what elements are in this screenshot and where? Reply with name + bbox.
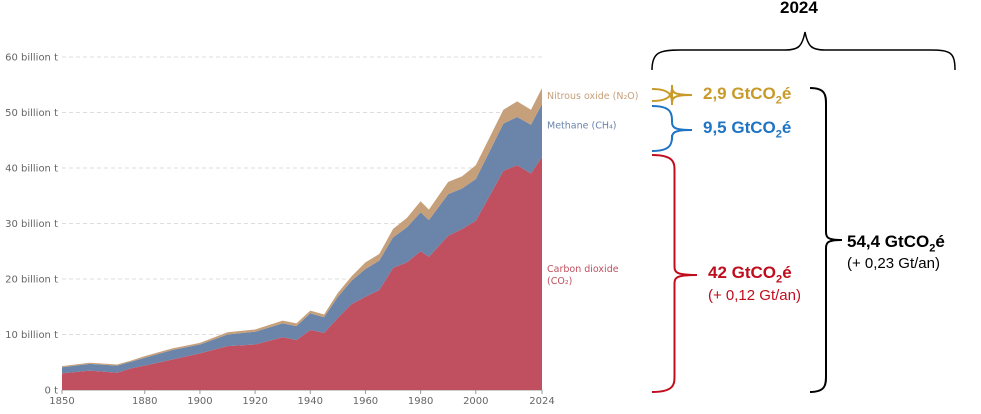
- total-value: 54,4 GtCO2é: [847, 232, 945, 255]
- y-tick-label: 60 billion t: [5, 53, 58, 64]
- ch4-value: 9,5 GtCO2é: [703, 118, 792, 141]
- y-tick-label: 30 billion t: [5, 219, 58, 230]
- y-tick-label: 0 t: [45, 386, 59, 397]
- year-heading: 2024: [780, 0, 818, 17]
- n2o-value: 2,9 GtCO2é: [703, 84, 792, 107]
- co2-trend: (+ 0,12 Gt/an): [708, 287, 801, 304]
- y-tick-label: 10 billion t: [5, 330, 58, 341]
- series-label-n2o: Nitrous oxide (N₂O): [547, 91, 638, 102]
- x-tick-label: 2024: [529, 396, 554, 407]
- series-label-co2-formula: (CO₂): [547, 276, 572, 287]
- total-trend: (+ 0,23 Gt/an): [847, 255, 940, 272]
- x-tick-label: 1960: [353, 396, 378, 407]
- brace-year: [651, 31, 956, 71]
- series-label-co2: Carbon dioxide: [547, 264, 619, 275]
- x-tick-label: 1920: [242, 396, 267, 407]
- x-tick-label: 1940: [298, 396, 323, 407]
- y-tick-label: 20 billion t: [5, 275, 58, 286]
- x-tick-label: 1880: [132, 396, 157, 407]
- x-tick-label: 1850: [49, 396, 74, 407]
- x-tick-label: 2000: [463, 396, 488, 407]
- brace-n2o: [651, 84, 693, 106]
- co2-value: 42 GtCO2é: [708, 263, 792, 286]
- brace-total: [809, 87, 843, 393]
- y-tick-label: 40 billion t: [5, 164, 58, 175]
- x-tick-label: 1980: [408, 396, 433, 407]
- brace-ch4: [651, 105, 693, 152]
- area-co2: [62, 156, 542, 390]
- series-label-ch4: Methane (CH₄): [547, 121, 617, 132]
- y-tick-label: 50 billion t: [5, 108, 58, 119]
- brace-co2: [651, 154, 698, 393]
- x-tick-label: 1900: [187, 396, 212, 407]
